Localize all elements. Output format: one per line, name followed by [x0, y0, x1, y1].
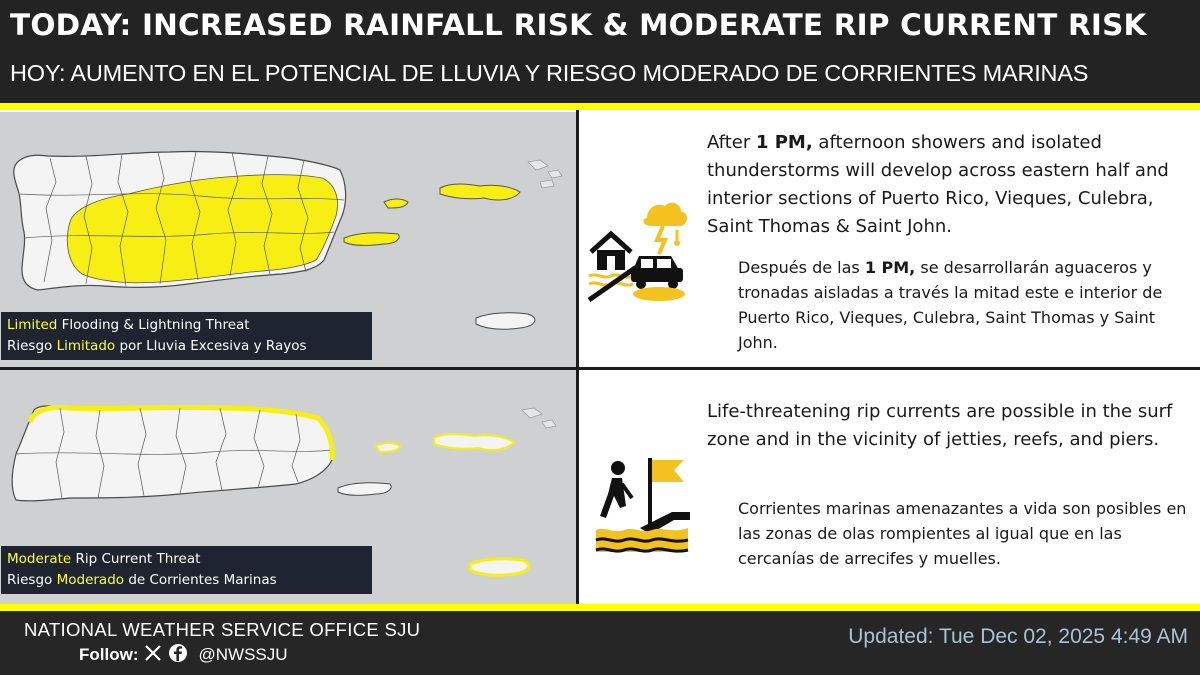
rip-legend-level-en: Moderate [7, 551, 72, 567]
saint-croix-island [468, 557, 531, 577]
rainfall-es-text: se desarrollarán aguaceros y tronadas ai… [738, 258, 1163, 352]
saint-thomas-saint-john-islands [439, 183, 521, 201]
rip-legend-es: Riesgo Moderado de Corrientes Marinas [7, 570, 366, 591]
rainfall-description-es: Después de las 1 PM, se desarrollarán ag… [738, 255, 1188, 355]
rainfall-es-prefix: Después de las [738, 258, 865, 277]
rainfall-legend-es-prefix: Riesgo [7, 338, 57, 354]
rip-legend-es-prefix: Riesgo [7, 572, 57, 588]
vertical-divider [576, 110, 579, 604]
rainfall-legend-en-text: Flooding & Lightning Threat [57, 317, 250, 333]
rainfall-legend-es-text: por Lluvia Excesiva y Rayos [115, 338, 307, 354]
rainfall-legend: Limited Flooding & Lightning Threat Ries… [1, 312, 372, 360]
rip-legend-en-text: Rip Current Threat [71, 551, 201, 567]
municipality-borders [15, 407, 331, 499]
rip-current-threat-map: Moderate Rip Current Threat Riesgo Moder… [0, 370, 578, 604]
x-icon[interactable] [144, 644, 162, 666]
social-handle[interactable]: @NWSSJU [198, 645, 288, 664]
office-name: NATIONAL WEATHER SERVICE OFFICE SJU [24, 619, 421, 640]
culebra-island [383, 198, 409, 209]
rainfall-threat-area [66, 174, 338, 284]
vieques-island [337, 482, 392, 496]
footer-bar: NATIONAL WEATHER SERVICE OFFICE SJU Foll… [0, 611, 1200, 675]
horizontal-divider [0, 367, 1200, 370]
footer-accent-line [0, 604, 1200, 611]
rainfall-en-time: 1 PM, [755, 132, 813, 153]
flooded-house-car-storm-icon [585, 196, 690, 304]
facebook-icon[interactable] [168, 643, 188, 667]
rip-current-description-es: Corrientes marinas amenazantes a vida so… [738, 499, 1187, 568]
updated-timestamp: Updated: Tue Dec 02, 2025 4:49 AM [848, 625, 1188, 648]
rainfall-en-text: afternoon showers and isolated thunderst… [707, 132, 1169, 237]
rainfall-threat-map: Limited Flooding & Lightning Threat Ries… [0, 112, 578, 367]
rip-legend-es-text: de Corrientes Marinas [124, 572, 277, 588]
saint-thomas-saint-john-islands [433, 433, 516, 451]
page-subtitle: HOY: AUMENTO EN EL POTENCIAL DE LLUVIA Y… [10, 60, 1089, 86]
rainfall-es-time: 1 PM, [864, 258, 916, 277]
rip-current-legend: Moderate Rip Current Threat Riesgo Moder… [1, 546, 372, 594]
virgin-islands-small [521, 407, 557, 429]
rip-legend-en: Moderate Rip Current Threat [7, 549, 366, 570]
municipality-borders [19, 151, 345, 287]
social-follow: Follow: @NWSSJU [79, 643, 288, 667]
culebra-island [374, 442, 402, 454]
rip-current-coastline [27, 404, 335, 461]
header-banner: TODAY: INCREASED RAINFALL RISK & MODERAT… [0, 0, 1200, 103]
saint-croix-island [475, 312, 536, 330]
rip-legend-level-es: Moderado [56, 572, 125, 588]
rip-current-description-en: Life-threatening rip currents are possib… [707, 401, 1173, 450]
rainfall-legend-level-es: Limitado [56, 338, 116, 354]
rainfall-legend-level-en: Limited [7, 317, 58, 333]
vieques-island [343, 232, 400, 246]
rainfall-legend-en: Limited Flooding & Lightning Threat [7, 315, 366, 336]
rainfall-en-prefix: After [707, 132, 756, 153]
rip-current-flag-person-icon [592, 456, 692, 556]
rainfall-map-graphic [13, 150, 563, 330]
rainfall-description-en: After 1 PM, afternoon showers and isolat… [707, 129, 1187, 241]
virgin-islands-small [527, 159, 563, 189]
rip-current-map-graphic [11, 404, 557, 577]
follow-label: Follow: [79, 645, 139, 664]
header-accent-line [0, 103, 1200, 110]
rainfall-legend-es: Riesgo Limitado por Lluvia Excesiva y Ra… [7, 336, 366, 357]
page-title: TODAY: INCREASED RAINFALL RISK & MODERAT… [10, 8, 1147, 42]
